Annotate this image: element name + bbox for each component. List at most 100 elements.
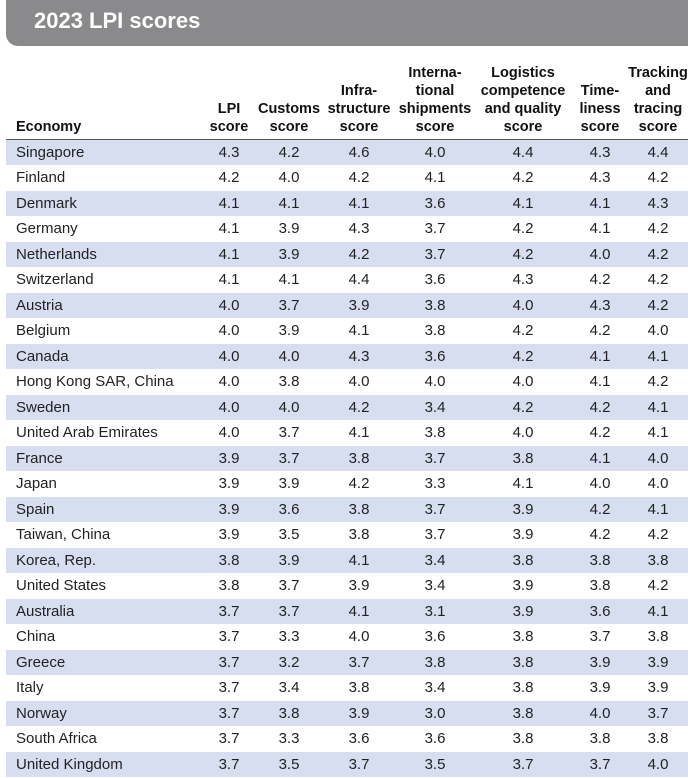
score-cell: 4.1 xyxy=(322,598,396,625)
score-cell: 3.8 xyxy=(572,547,628,574)
score-cell: 4.6 xyxy=(322,139,396,166)
score-cell: 3.7 xyxy=(572,751,628,778)
score-cell: 3.9 xyxy=(474,573,572,599)
score-cell: 4.0 xyxy=(202,420,256,446)
economy-cell: United Arab Emirates xyxy=(6,420,202,446)
score-cell: 3.7 xyxy=(256,420,322,446)
score-cell: 4.1 xyxy=(202,190,256,217)
score-cell: 4.2 xyxy=(322,241,396,268)
score-cell: 3.8 xyxy=(474,675,572,701)
economy-cell: Finland xyxy=(6,165,202,191)
score-cell: 4.4 xyxy=(628,139,688,166)
economy-cell: Belgium xyxy=(6,318,202,344)
score-cell: 4.0 xyxy=(202,292,256,319)
score-cell: 4.1 xyxy=(572,216,628,242)
table-row: China 3.7 3.3 4.0 3.6 3.8 3.7 3.8 xyxy=(6,624,688,650)
economy-cell: France xyxy=(6,445,202,472)
score-cell: 3.6 xyxy=(322,726,396,752)
score-cell: 4.2 xyxy=(628,522,688,548)
score-cell: 3.7 xyxy=(396,496,474,523)
table-row: Italy 3.7 3.4 3.8 3.4 3.8 3.9 3.9 xyxy=(6,675,688,701)
score-cell: 3.9 xyxy=(256,216,322,242)
score-cell: 3.9 xyxy=(256,471,322,497)
table-row: Singapore 4.3 4.2 4.6 4.0 4.4 4.3 4.4 xyxy=(6,139,688,166)
score-cell: 4.2 xyxy=(322,471,396,497)
header-row: Economy LPI score Customs score Infra-structu… xyxy=(6,60,688,140)
score-cell: 4.2 xyxy=(474,343,572,370)
score-cell: 4.3 xyxy=(628,190,688,217)
score-cell: 3.7 xyxy=(256,598,322,625)
score-cell: 3.9 xyxy=(202,496,256,523)
table-row: United Arab Emirates 4.0 3.7 4.1 3.8 4.0 4.2 4.… xyxy=(6,420,688,446)
economy-cell: Singapore xyxy=(6,139,202,166)
score-cell: 3.4 xyxy=(396,547,474,574)
table-row: Denmark 4.1 4.1 4.1 3.6 4.1 4.1 4.3 xyxy=(6,190,688,217)
score-cell: 4.1 xyxy=(322,318,396,344)
score-cell: 3.1 xyxy=(396,598,474,625)
score-cell: 3.9 xyxy=(474,496,572,523)
score-cell: 4.0 xyxy=(322,369,396,395)
score-cell: 3.7 xyxy=(474,751,572,778)
score-cell: 4.2 xyxy=(628,573,688,599)
economy-cell: Sweden xyxy=(6,394,202,421)
score-cell: 4.1 xyxy=(256,267,322,293)
table-row: Greece 3.7 3.2 3.7 3.8 3.8 3.9 3.9 xyxy=(6,649,688,676)
score-cell: 3.4 xyxy=(396,675,474,701)
column-header-line: Time- xyxy=(580,83,620,99)
score-cell: 3.3 xyxy=(396,471,474,497)
score-cell: 3.5 xyxy=(256,522,322,548)
column-header-line: score xyxy=(209,119,249,135)
score-cell: 4.1 xyxy=(322,547,396,574)
table-row: Spain 3.9 3.6 3.8 3.7 3.9 4.2 4.1 xyxy=(6,496,688,523)
score-cell: 3.8 xyxy=(628,624,688,650)
score-cell: 4.0 xyxy=(202,318,256,344)
score-cell: 3.8 xyxy=(322,496,396,523)
score-cell: 4.3 xyxy=(572,165,628,191)
score-cell: 3.7 xyxy=(202,726,256,752)
score-cell: 3.9 xyxy=(256,241,322,268)
score-cell: 4.0 xyxy=(474,292,572,319)
title-bar: 2023 LPI scores xyxy=(6,0,688,46)
score-cell: 3.8 xyxy=(474,445,572,472)
score-cell: 3.8 xyxy=(474,726,572,752)
score-cell: 3.8 xyxy=(572,726,628,752)
score-cell: 4.2 xyxy=(628,369,688,395)
economy-cell: Switzerland xyxy=(6,267,202,293)
economy-cell: Norway xyxy=(6,700,202,727)
score-cell: 3.7 xyxy=(202,700,256,727)
score-cell: 4.2 xyxy=(628,241,688,268)
column-header-line: and quality xyxy=(484,101,562,117)
column-header-line: Logistics xyxy=(491,65,555,81)
score-cell: 3.8 xyxy=(474,547,572,574)
score-cell: 4.3 xyxy=(572,292,628,319)
score-cell: 4.1 xyxy=(396,165,474,191)
table-body: Singapore 4.3 4.2 4.6 4.0 4.4 4.3 4.4 Finland 4.2… xyxy=(6,139,688,778)
column-header-line: score xyxy=(580,119,620,135)
score-cell: 4.2 xyxy=(572,267,628,293)
score-cell: 4.2 xyxy=(474,318,572,344)
score-cell: 3.7 xyxy=(256,292,322,319)
score-cell: 3.3 xyxy=(256,624,322,650)
score-cell: 3.5 xyxy=(396,751,474,778)
table-row: Belgium 4.0 3.9 4.1 3.8 4.2 4.2 4.0 xyxy=(6,318,688,344)
score-cell: 4.1 xyxy=(628,420,688,446)
score-cell: 4.0 xyxy=(474,369,572,395)
column-header-line: score xyxy=(415,119,455,135)
score-cell: 3.9 xyxy=(474,598,572,625)
column-header-line: score xyxy=(339,119,379,135)
column-header-line: score xyxy=(269,119,309,135)
table-row: Norway 3.7 3.8 3.9 3.0 3.8 4.0 3.7 xyxy=(6,700,688,727)
column-header-line: score xyxy=(503,119,543,135)
score-cell: 4.0 xyxy=(256,343,322,370)
score-cell: 4.0 xyxy=(202,394,256,421)
score-cell: 3.8 xyxy=(396,420,474,446)
economy-cell: South Africa xyxy=(6,726,202,752)
score-cell: 3.8 xyxy=(256,369,322,395)
score-cell: 3.7 xyxy=(202,624,256,650)
table-row: Netherlands 4.1 3.9 4.2 3.7 4.2 4.0 4.2 xyxy=(6,241,688,268)
score-cell: 4.2 xyxy=(628,292,688,319)
score-cell: 3.9 xyxy=(202,471,256,497)
table-row: Sweden 4.0 4.0 4.2 3.4 4.2 4.2 4.1 xyxy=(6,394,688,421)
score-cell: 3.7 xyxy=(202,675,256,701)
score-cell: 3.8 xyxy=(322,675,396,701)
